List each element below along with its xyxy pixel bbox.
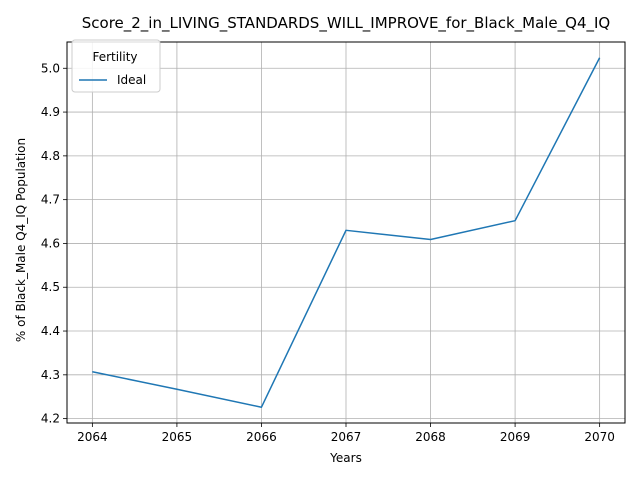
y-tick-label: 4.5 <box>41 280 60 294</box>
legend-series-label: Ideal <box>117 73 146 87</box>
x-tick-label: 2064 <box>77 430 108 444</box>
grid <box>67 42 625 423</box>
legend-title: Fertility <box>92 50 137 64</box>
x-tick-label: 2068 <box>415 430 446 444</box>
y-axis-label: % of Black_Male Q4_IQ Population <box>14 138 28 342</box>
x-tick-label: 2067 <box>331 430 362 444</box>
y-tick-label: 5.0 <box>41 61 60 75</box>
x-tick-label: 2069 <box>500 430 531 444</box>
y-tick-label: 4.6 <box>41 236 60 250</box>
x-tick-label: 2066 <box>246 430 277 444</box>
chart-title: Score_2_in_LIVING_STANDARDS_WILL_IMPROVE… <box>82 14 611 33</box>
legend-box <box>72 40 160 92</box>
axis-ticks: 2064 2065 2066 2067 2068 2069 2070 4.2 4.3 4.4 4.5… <box>41 61 615 444</box>
y-tick-label: 4.9 <box>41 105 60 119</box>
legend: Fertility Ideal <box>72 40 160 92</box>
y-tick-label: 4.3 <box>41 368 60 382</box>
y-tick-label: 4.4 <box>41 324 60 338</box>
y-tick-label: 4.7 <box>41 193 60 207</box>
x-tick-label: 2065 <box>162 430 193 444</box>
y-tick-label: 4.8 <box>41 149 60 163</box>
y-tick-label: 4.2 <box>41 412 60 426</box>
x-tick-label: 2070 <box>584 430 615 444</box>
x-axis-label: Years <box>329 451 362 465</box>
